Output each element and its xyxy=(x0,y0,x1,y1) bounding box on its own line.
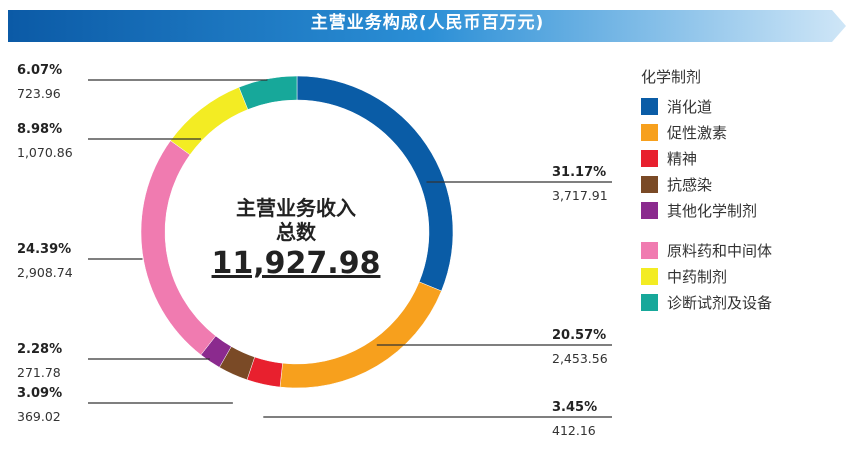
slice-percent-label: 20.57% xyxy=(552,328,606,343)
legend-item: 其他化学制剂 xyxy=(641,197,772,223)
slice-label-group: 24.39% 2,908.74 xyxy=(17,242,143,280)
slice-label-group: 3.45% 412.16 xyxy=(263,400,612,438)
legend-item: 原料药和中间体 xyxy=(641,237,772,263)
slice-value-label: 271.78 xyxy=(17,365,61,380)
legend-label: 促性激素 xyxy=(667,123,728,142)
center-summary: 主营业务收入 总数 11,927.98 xyxy=(196,196,396,284)
slice-label-group: 8.98% 1,070.86 xyxy=(17,122,201,160)
center-title: 主营业务收入 xyxy=(236,196,356,220)
slice-value-label: 3,717.91 xyxy=(552,188,608,203)
slice-value-label: 1,070.86 xyxy=(17,145,73,160)
slice-label-group: 2.28% 271.78 xyxy=(17,342,210,380)
legend-label: 其他化学制剂 xyxy=(667,201,758,220)
slice-value-label: 2,453.56 xyxy=(552,351,608,366)
legend-swatch xyxy=(641,267,658,285)
banner-background xyxy=(8,10,846,42)
legend-label: 原料药和中间体 xyxy=(667,241,773,260)
legend-group-title: 化学制剂 xyxy=(641,68,702,86)
legend-swatch xyxy=(641,201,658,219)
legend-label: 精神 xyxy=(667,149,698,168)
slice-value-label: 412.16 xyxy=(552,423,596,438)
legend-group-gap xyxy=(641,223,772,237)
legend-swatch xyxy=(641,241,658,259)
slice-label-group: 6.07% 723.96 xyxy=(17,63,268,101)
donut-slice xyxy=(238,75,298,110)
legend-label: 消化道 xyxy=(667,97,713,116)
legend-label: 诊断试剂及设备 xyxy=(667,293,773,312)
legend-label: 中药制剂 xyxy=(667,267,728,286)
chart-title: 主营业务构成(人民币百万元) xyxy=(310,13,545,33)
legend-swatch xyxy=(641,149,658,167)
legend-swatch xyxy=(641,293,658,311)
slice-label-group: 3.09% 369.02 xyxy=(17,386,233,424)
legend-item: 消化道 xyxy=(641,93,772,119)
legend-swatch xyxy=(641,97,658,115)
slice-value-label: 2,908.74 xyxy=(17,265,73,280)
legend-label: 抗感染 xyxy=(667,175,713,194)
slice-value-label: 723.96 xyxy=(17,86,61,101)
slice-percent-label: 2.28% xyxy=(17,342,62,357)
legend-item: 中药制剂 xyxy=(641,263,772,289)
legend-items: 消化道促性激素精神抗感染其他化学制剂 原料药和中间体 中药制剂诊断试剂及设备 xyxy=(641,93,772,315)
legend-swatch xyxy=(641,175,658,193)
legend-item: 促性激素 xyxy=(641,119,772,145)
slice-percent-label: 6.07% xyxy=(17,63,62,78)
legend-item: 抗感染 xyxy=(641,171,772,197)
slice-percent-label: 3.09% xyxy=(17,386,62,401)
slice-value-label: 369.02 xyxy=(17,409,61,424)
slice-label-group: 31.17% 3,717.91 xyxy=(426,165,612,203)
slice-label-group: 20.57% 2,453.56 xyxy=(376,328,612,366)
legend-swatch xyxy=(641,123,658,141)
title-banner xyxy=(8,10,846,42)
legend-item: 诊断试剂及设备 xyxy=(641,289,772,315)
center-subtitle: 总数 xyxy=(276,220,316,244)
donut-slice xyxy=(279,281,442,389)
slice-percent-label: 31.17% xyxy=(552,165,606,180)
legend: 化学制剂 消化道促性激素精神抗感染其他化学制剂 原料药和中间体 中药制剂诊断试剂及设… xyxy=(641,66,772,315)
slice-percent-label: 24.39% xyxy=(17,242,71,257)
center-total-value: 11,927.98 xyxy=(211,246,381,281)
legend-item: 精神 xyxy=(641,145,772,171)
slice-percent-label: 8.98% xyxy=(17,122,62,137)
slice-percent-label: 3.45% xyxy=(552,400,597,415)
donut-slice xyxy=(170,86,249,156)
